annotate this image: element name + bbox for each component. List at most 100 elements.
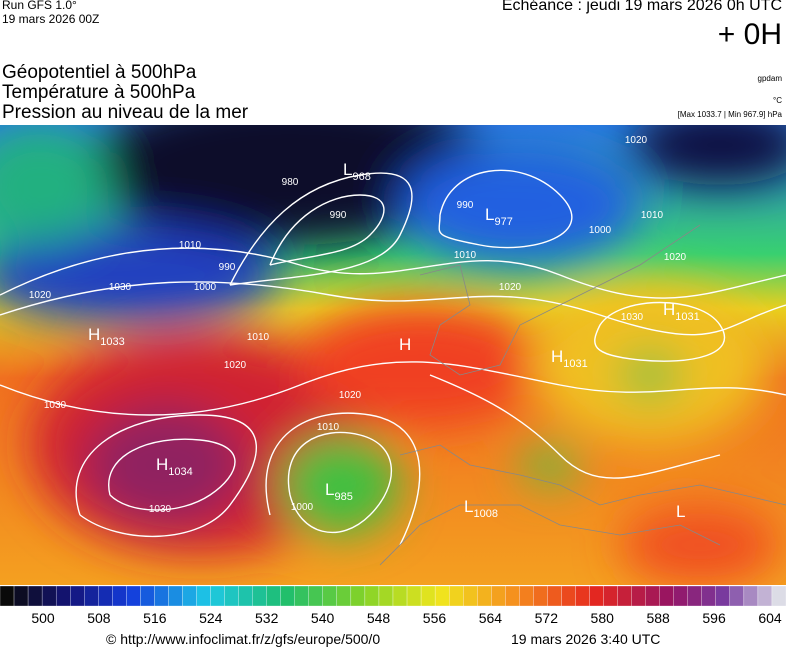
colorbar-cell bbox=[238, 586, 253, 607]
colorbar-cell bbox=[589, 586, 604, 607]
isobar-label: 990 bbox=[330, 210, 347, 221]
colorbar-cell bbox=[98, 586, 113, 607]
isobar-label: 1030 bbox=[109, 282, 132, 293]
colorbar-cell bbox=[659, 586, 674, 607]
center-type: H bbox=[88, 325, 100, 344]
colorbar-cell bbox=[182, 586, 197, 607]
colorbar-cell bbox=[55, 586, 71, 607]
isobar-label: 1000 bbox=[291, 502, 314, 513]
isobar-label: 1030 bbox=[149, 504, 172, 515]
isobar-label: 1010 bbox=[179, 240, 202, 251]
colorbar-cell bbox=[364, 586, 380, 607]
colorbar-cell bbox=[673, 586, 688, 607]
extremes: [Max 1033.7 | Min 967.9] hPa bbox=[677, 110, 782, 119]
colorbar-cell bbox=[463, 586, 478, 607]
isobar-label: 990 bbox=[457, 200, 474, 211]
center-value: 1033 bbox=[100, 336, 124, 348]
colorbar-cell bbox=[266, 586, 281, 607]
colorbar-cell bbox=[547, 586, 562, 607]
colorbar-cell bbox=[561, 586, 576, 607]
pressure-center: H1034 bbox=[156, 455, 193, 478]
unit: °C bbox=[773, 96, 782, 105]
colorbar-cell bbox=[448, 586, 464, 607]
colorbar-label: 524 bbox=[199, 610, 223, 626]
center-value: 1031 bbox=[563, 358, 587, 370]
run-label: Run GFS 1.0° bbox=[2, 0, 77, 12]
colorbar-label: 500 bbox=[31, 610, 55, 626]
pressure-center: L1008 bbox=[464, 497, 498, 520]
center-value: 968 bbox=[352, 171, 370, 183]
isobar-label: 1000 bbox=[194, 282, 217, 293]
isobar-label: 990 bbox=[219, 262, 236, 273]
colorbar-cell bbox=[154, 586, 169, 607]
colorbar-label: 540 bbox=[311, 610, 335, 626]
map: 9809909901000101010201030101010201030103… bbox=[0, 125, 786, 585]
center-type: L bbox=[325, 480, 334, 499]
colorbar-cell bbox=[322, 586, 338, 607]
center-value: 977 bbox=[494, 216, 512, 228]
isobar-label: 1020 bbox=[625, 135, 648, 146]
colorbar-label: 564 bbox=[479, 610, 503, 626]
colorbar-label: 516 bbox=[143, 610, 167, 626]
isobar-label: 1020 bbox=[29, 290, 52, 301]
colorbar-cell bbox=[477, 586, 492, 607]
colorbar-cell bbox=[434, 586, 450, 607]
colorbar-cell bbox=[533, 586, 548, 607]
lead-time: + 0H bbox=[717, 18, 782, 51]
colorbar-cell bbox=[140, 586, 155, 607]
center-type: L bbox=[464, 497, 473, 516]
colorbar-cell bbox=[575, 586, 590, 607]
colorbar-label: 588 bbox=[646, 610, 670, 626]
colorbar-cell bbox=[491, 586, 506, 607]
title: Température à 500hPa bbox=[2, 82, 196, 103]
isobar-label: 1030 bbox=[621, 312, 644, 323]
colorbar-cell bbox=[336, 586, 352, 607]
center-value: 1008 bbox=[473, 508, 497, 520]
pressure-center: L985 bbox=[325, 480, 353, 503]
isobars bbox=[0, 169, 786, 546]
isobar-label: 1010 bbox=[454, 250, 477, 261]
center-value: 1034 bbox=[168, 466, 192, 478]
colorbar-cell bbox=[0, 586, 15, 607]
colorbar-cell bbox=[224, 586, 239, 607]
colorbar-cell bbox=[378, 586, 394, 607]
colorbar-cell bbox=[294, 586, 309, 607]
colorbar-cell bbox=[252, 586, 267, 607]
isobar-label: 1020 bbox=[339, 390, 362, 401]
center-value: 1031 bbox=[675, 311, 699, 323]
unit: gpdam bbox=[757, 74, 782, 83]
colorbar-cell bbox=[505, 586, 520, 607]
colorbar-cell bbox=[13, 586, 29, 607]
colorbar-cell bbox=[392, 586, 408, 607]
colorbar-cell bbox=[687, 586, 702, 607]
center-type: H bbox=[551, 347, 563, 366]
colorbar-cell bbox=[308, 586, 323, 607]
colorbar-label: 508 bbox=[87, 610, 111, 626]
colorbar-cell bbox=[112, 586, 127, 607]
isobar-label: 1010 bbox=[317, 422, 340, 433]
colorbar-cell bbox=[771, 586, 786, 607]
colorbar-cell bbox=[631, 586, 646, 607]
pressure-center: L bbox=[676, 502, 685, 521]
isobar-label: 980 bbox=[282, 177, 299, 188]
colorbar-cell bbox=[70, 586, 85, 607]
colorbar-cell bbox=[701, 586, 716, 607]
colorbar-label: 548 bbox=[367, 610, 391, 626]
colorbar-cell bbox=[210, 586, 225, 607]
title: Pression au niveau de la mer bbox=[2, 102, 249, 123]
colorbar-cell bbox=[41, 586, 57, 607]
colorbar: 500 508 516 524 532 540 548 556 564 572 580 588 596 6… bbox=[0, 586, 786, 626]
colorbar-label: 596 bbox=[702, 610, 726, 626]
center-type: L bbox=[343, 160, 352, 179]
run-date: 19 mars 2026 00Z bbox=[2, 12, 100, 26]
colorbar-cell bbox=[743, 586, 759, 607]
title: Géopotentiel à 500hPa bbox=[2, 62, 197, 83]
center-type: H bbox=[156, 455, 168, 474]
center-value: 985 bbox=[334, 491, 352, 503]
colorbar-cell bbox=[729, 586, 745, 607]
colorbar-cell bbox=[168, 586, 183, 607]
pressure-center: H bbox=[399, 335, 411, 354]
colorbar-label: 604 bbox=[758, 610, 782, 626]
center-type: L bbox=[676, 502, 685, 521]
colorbar-cell bbox=[645, 586, 660, 607]
